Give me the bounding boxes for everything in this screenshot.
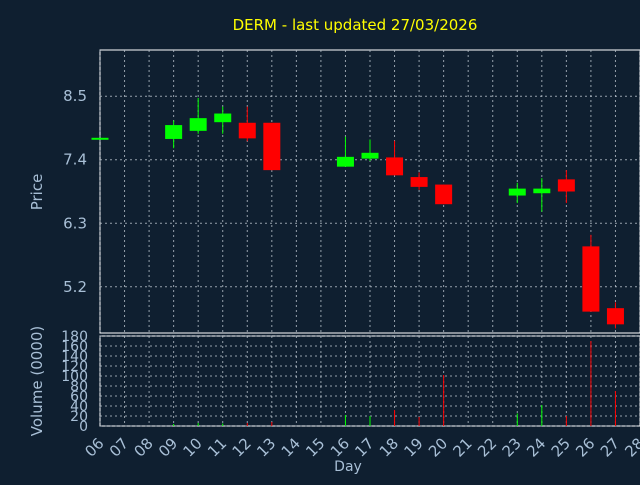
candle-body xyxy=(386,157,404,176)
candle-body xyxy=(361,152,379,159)
volume-y-tick-label: 20 xyxy=(70,409,88,425)
candle-body xyxy=(214,113,232,123)
x-tick-label: 12 xyxy=(229,434,255,460)
candlestick-series xyxy=(91,97,624,329)
x-tick-label: 14 xyxy=(278,434,304,460)
x-tick-label: 16 xyxy=(327,434,353,460)
x-tick-label: 28 xyxy=(621,434,640,460)
x-tick-label: 10 xyxy=(180,434,206,460)
candle-body xyxy=(410,177,428,187)
volume-bar-series xyxy=(173,341,616,426)
volume-axis-label: Volume (0000) xyxy=(28,326,46,436)
x-axis-label: Day xyxy=(334,459,362,475)
candle-body xyxy=(189,118,207,131)
candle-body xyxy=(263,122,281,171)
volume-y-tick-label: 60 xyxy=(70,389,88,405)
candle-body xyxy=(557,179,575,192)
candle-body xyxy=(606,308,624,325)
x-tick-label: 21 xyxy=(450,434,476,460)
x-tick-label: 26 xyxy=(572,434,598,460)
x-tick-label: 18 xyxy=(376,434,402,460)
x-tick-label: 09 xyxy=(155,434,181,460)
volume-y-tick-label: 120 xyxy=(61,359,88,375)
chart-title: DERM - last updated 27/03/2026 xyxy=(233,16,478,34)
candle-body xyxy=(435,184,453,205)
price-y-tick-label: 6.3 xyxy=(63,214,87,232)
candle-body xyxy=(582,246,600,312)
volume-grid xyxy=(99,335,640,427)
candle-body xyxy=(336,156,354,167)
x-tick-label: 07 xyxy=(106,434,132,460)
x-tick-label: 11 xyxy=(204,434,230,460)
x-tick-label: 15 xyxy=(302,434,328,460)
volume-y-tick-label: 180 xyxy=(61,329,88,345)
x-tick-label: 22 xyxy=(474,434,500,460)
candle-body xyxy=(165,125,183,139)
volume-y-tick-label: 0 xyxy=(79,419,88,435)
volume-y-tick-label: 140 xyxy=(61,349,88,365)
x-tick-labels: 0607080910111213141516171819202122232425… xyxy=(81,434,640,460)
candle-body xyxy=(238,122,256,139)
price-y-tick-label: 8.5 xyxy=(63,87,87,105)
volume-y-tick-label: 40 xyxy=(70,399,88,415)
x-tick-label: 19 xyxy=(400,434,426,460)
candle-body xyxy=(508,188,526,196)
x-tick-label: 08 xyxy=(130,434,156,460)
x-tick-label: 13 xyxy=(253,434,279,460)
volume-y-tick-label: 80 xyxy=(70,379,88,395)
x-tick-label: 27 xyxy=(597,434,623,460)
price-axis-label: Price xyxy=(28,174,46,211)
price-y-tick-label: 5.2 xyxy=(63,278,87,296)
x-tick-label: 17 xyxy=(351,434,377,460)
candle-body xyxy=(91,137,109,140)
x-tick-label: 24 xyxy=(523,434,549,460)
candle-body xyxy=(533,188,551,194)
price-y-tick-labels: 8.5 7.4 6.3 5.2 xyxy=(63,87,87,296)
price-y-tick-label: 7.4 xyxy=(63,151,87,169)
x-tick-label: 06 xyxy=(81,434,107,460)
volume-y-tick-label: 100 xyxy=(61,369,88,385)
x-tick-label: 25 xyxy=(548,434,574,460)
x-tick-label: 23 xyxy=(499,434,525,460)
x-tick-label: 20 xyxy=(425,434,451,460)
volume-y-tick-label: 160 xyxy=(61,339,88,355)
